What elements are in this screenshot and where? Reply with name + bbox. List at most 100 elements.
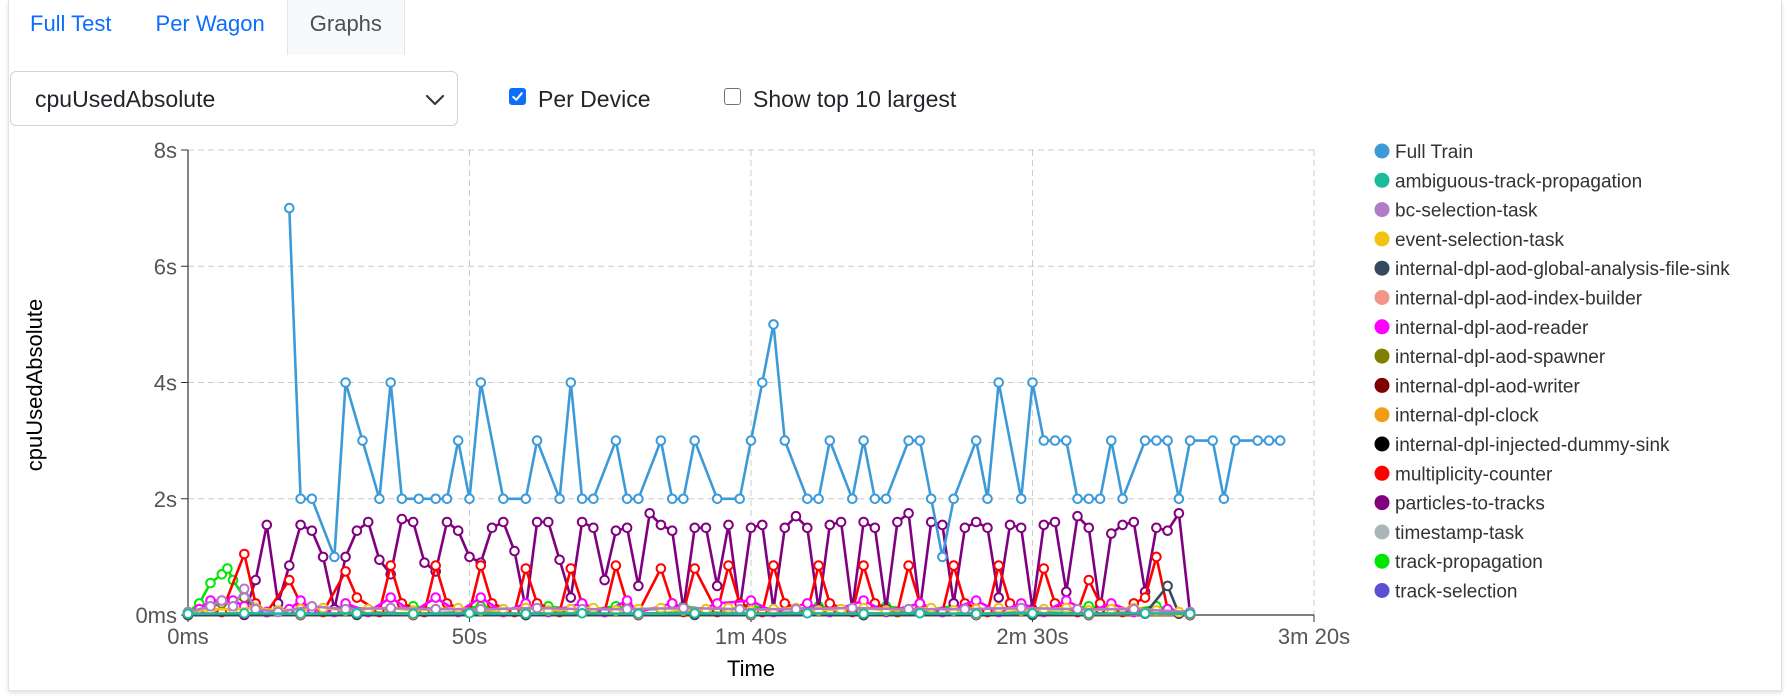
y-tick-label: 8s <box>154 138 177 163</box>
data-point <box>443 495 452 504</box>
data-point <box>477 378 486 387</box>
data-point <box>285 204 294 213</box>
data-point <box>1152 524 1161 533</box>
data-point <box>871 524 880 533</box>
x-tick-label: 3m 20s <box>1278 624 1350 649</box>
data-point <box>1231 436 1240 445</box>
data-point <box>803 524 812 533</box>
data-point <box>949 495 958 504</box>
data-point <box>938 553 947 562</box>
data-point <box>431 605 440 614</box>
data-point <box>567 564 576 573</box>
data-point <box>229 602 238 611</box>
data-point <box>296 521 305 530</box>
data-point <box>341 567 350 576</box>
legend-label: track-selection <box>1395 582 1518 603</box>
x-axis-label: Time <box>727 656 775 681</box>
data-point <box>296 610 305 619</box>
data-point <box>1017 604 1026 613</box>
legend-item: ambiguous-track-propagation <box>1375 171 1643 192</box>
data-point <box>713 599 722 608</box>
legend-item: internal-dpl-injected-dummy-sink <box>1375 435 1671 456</box>
data-point <box>882 495 891 504</box>
data-point <box>465 609 474 618</box>
chart-grid <box>188 150 1314 615</box>
y-tick-label: 6s <box>154 254 177 279</box>
legend-label: internal-dpl-aod-index-builder <box>1395 289 1643 310</box>
chart-legend: Full Trainambiguous-track-propagationbc-… <box>1375 142 1731 603</box>
data-point <box>477 561 486 570</box>
data-point <box>1017 495 1026 504</box>
data-point <box>522 564 531 573</box>
data-point <box>533 436 542 445</box>
legend-item: internal-dpl-aod-index-builder <box>1375 289 1643 310</box>
legend-item: track-propagation <box>1375 552 1543 573</box>
legend-label: timestamp-task <box>1395 523 1524 544</box>
data-point <box>510 547 519 556</box>
legend-item: internal-dpl-aod-spawner <box>1375 347 1606 368</box>
legend-swatch <box>1375 437 1390 452</box>
data-point <box>1062 588 1071 597</box>
data-point <box>1118 495 1127 504</box>
data-point <box>1253 436 1262 445</box>
data-point <box>420 558 429 567</box>
data-point <box>533 518 542 527</box>
data-point <box>415 495 424 504</box>
legend-item: internal-dpl-aod-global-analysis-file-si… <box>1375 259 1731 280</box>
data-point <box>567 593 576 602</box>
data-point <box>702 524 711 533</box>
data-point <box>1051 436 1060 445</box>
legend-label: internal-dpl-aod-writer <box>1395 376 1580 397</box>
data-point <box>308 526 317 535</box>
data-point <box>1073 512 1082 521</box>
data-point <box>398 515 407 524</box>
data-point <box>668 599 677 608</box>
data-point <box>972 610 981 619</box>
data-point <box>657 436 666 445</box>
legend-swatch <box>1375 173 1390 188</box>
y-tick-label: 2s <box>154 487 177 512</box>
data-point <box>758 378 767 387</box>
data-point <box>477 593 486 602</box>
data-point <box>544 518 553 527</box>
data-point <box>409 610 418 619</box>
data-point <box>859 561 868 570</box>
data-point <box>893 518 902 527</box>
data-point <box>679 495 688 504</box>
y-tick-label: 4s <box>154 371 177 396</box>
data-point <box>859 436 868 445</box>
data-point <box>240 585 249 594</box>
data-point <box>386 378 395 387</box>
data-point <box>1085 576 1094 585</box>
data-point <box>735 605 744 614</box>
data-point <box>690 524 699 533</box>
data-point <box>904 436 913 445</box>
data-point <box>1141 609 1150 618</box>
data-point <box>1040 521 1049 530</box>
data-point <box>803 599 812 608</box>
data-point <box>916 599 925 608</box>
data-point <box>826 599 835 608</box>
data-point <box>578 609 587 618</box>
data-point <box>206 579 215 588</box>
legend-label: Full Train <box>1395 142 1473 163</box>
legend-label: track-propagation <box>1395 552 1543 573</box>
legend-label: ambiguous-track-propagation <box>1395 171 1642 192</box>
data-point <box>758 521 767 530</box>
series-line <box>188 513 1190 615</box>
data-point <box>848 604 857 613</box>
data-point <box>668 526 677 535</box>
data-point <box>1265 436 1274 445</box>
series-Full Train <box>285 204 1284 561</box>
data-point <box>781 524 790 533</box>
data-point <box>375 556 384 565</box>
legend-label: multiplicity-counter <box>1395 464 1553 485</box>
legend-swatch <box>1375 378 1390 393</box>
data-point <box>431 561 440 570</box>
data-point <box>1186 436 1195 445</box>
data-point <box>961 524 970 533</box>
data-point <box>465 553 474 562</box>
y-axis-label: cpuUsedAbsolute <box>22 299 47 471</box>
data-point <box>1096 495 1105 504</box>
data-point <box>1175 509 1184 518</box>
